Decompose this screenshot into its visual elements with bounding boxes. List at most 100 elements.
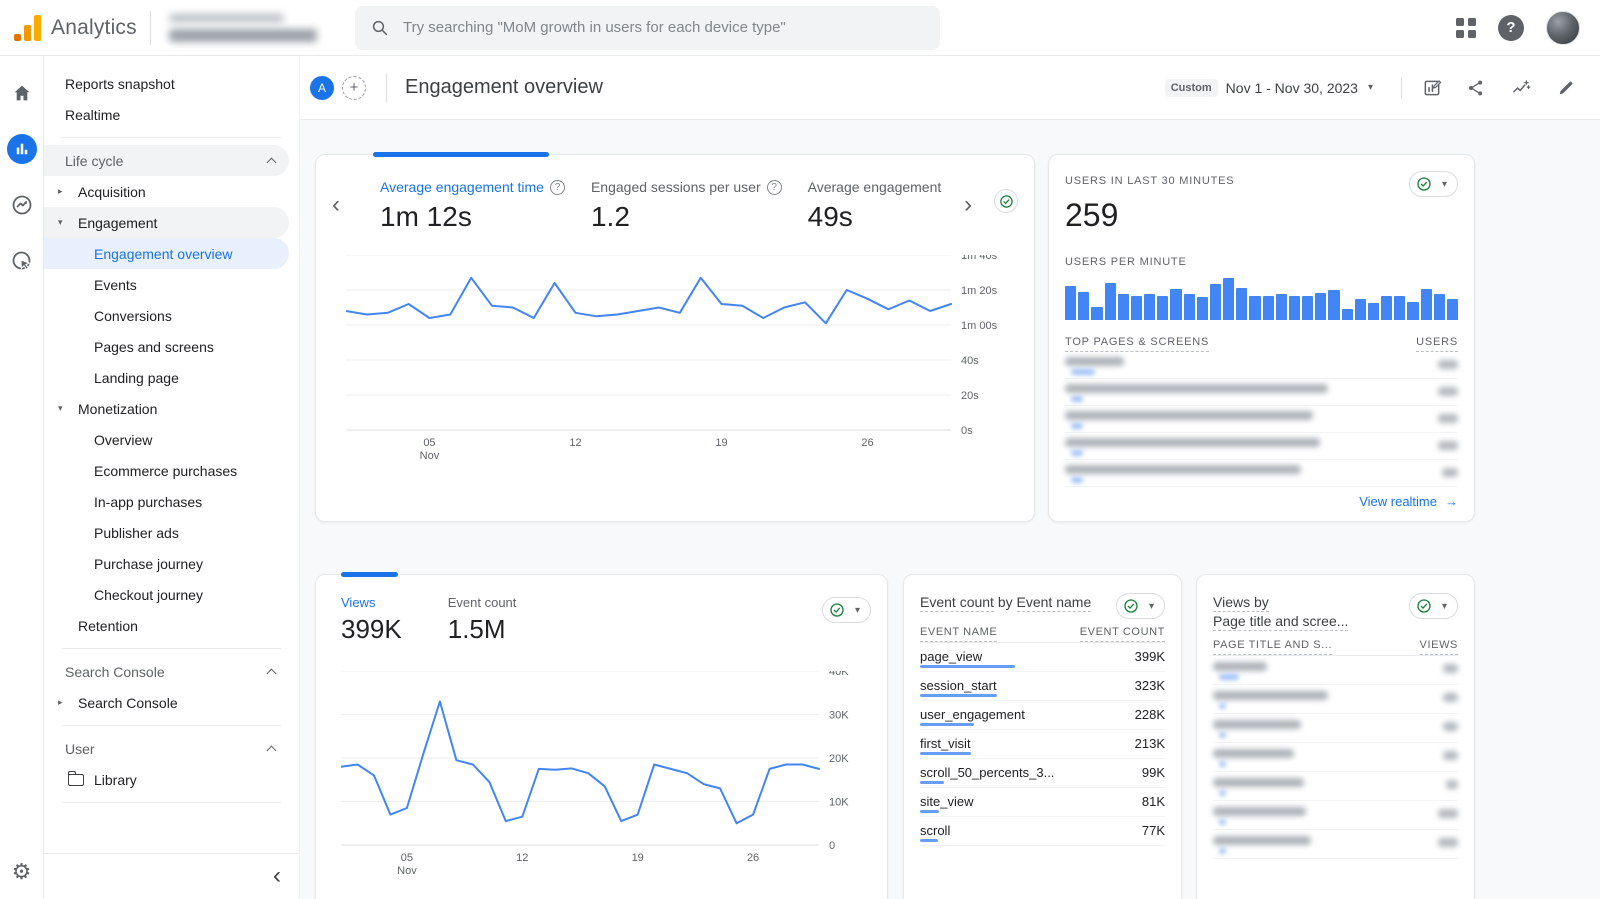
metric-tab-average-engagement[interactable]: Average engagement 49s [782, 179, 974, 233]
sidebar-item-acquisition[interactable]: ▸ Acquisition [44, 176, 289, 207]
sidebar-item-overview[interactable]: Overview [44, 424, 289, 455]
metrics-scroll-right-icon[interactable]: › [964, 191, 972, 218]
date-custom-badge: Custom [1164, 78, 1218, 97]
event-name: session_start [920, 678, 997, 693]
svg-text:20K: 20K [829, 753, 849, 765]
reports-icon[interactable] [6, 134, 37, 164]
chevron-expanded-icon[interactable]: ▾ [58, 403, 63, 413]
chevron-up-icon[interactable] [266, 668, 277, 679]
metrics-scroll-left-icon[interactable]: ‹ [332, 191, 340, 218]
users-per-minute-bar [1302, 295, 1314, 320]
insights-icon[interactable] [1510, 78, 1532, 98]
advertising-icon[interactable] [7, 246, 37, 276]
pages-data-quality-dropdown[interactable]: ▾ [1408, 593, 1458, 619]
google-apps-icon[interactable] [1456, 17, 1476, 38]
chevron-down-icon[interactable]: ▾ [1367, 82, 1373, 93]
edit-pencil-icon[interactable] [1556, 78, 1576, 98]
sidebar-item-library[interactable]: Library [44, 764, 289, 795]
views-by-page-row [1213, 685, 1458, 714]
blurred-page-title [1065, 465, 1301, 474]
sidebar-item-realtime[interactable]: Realtime [44, 99, 289, 130]
blurred-value [1438, 809, 1458, 818]
account-switcher[interactable] [157, 13, 327, 42]
chevron-up-icon[interactable] [266, 745, 277, 756]
svg-text:Nov: Nov [397, 865, 417, 877]
search-input[interactable]: Try searching "MoM growth in users for e… [355, 5, 940, 50]
event-name: user_engagement [920, 707, 1025, 722]
users-per-minute-bar [1420, 289, 1432, 320]
sidebar-item-checkout-journey[interactable]: Checkout journey [44, 579, 289, 610]
svg-text:26: 26 [747, 852, 759, 864]
home-icon[interactable] [7, 78, 37, 108]
help-icon[interactable]: ? [766, 179, 782, 195]
add-comparison-button[interactable]: + [342, 75, 366, 100]
metric-label: Average engagement [807, 179, 942, 195]
sidebar-item-conversions[interactable]: Conversions [44, 300, 289, 331]
chevron-collapsed-icon[interactable]: ▸ [58, 186, 63, 196]
users-last-30min-value: 259 [1065, 197, 1119, 233]
blurred-value [1438, 387, 1458, 396]
chevron-expanded-icon[interactable]: ▾ [58, 217, 63, 227]
view-realtime-link[interactable]: View realtime → [1359, 494, 1458, 509]
share-icon[interactable] [1466, 78, 1486, 98]
sidebar-item-in-app-purchases[interactable]: In-app purchases [44, 486, 289, 517]
arrow-right-icon: → [1445, 494, 1458, 509]
event-count-value: 228K [1134, 707, 1165, 722]
nav-divider [62, 137, 281, 138]
nav-divider [62, 648, 281, 649]
users-per-minute-label: USERS PER MINUTE [1065, 256, 1187, 268]
sidebar-item-purchase-journey[interactable]: Purchase journey [44, 548, 289, 579]
chevron-down-icon: ▾ [1148, 600, 1154, 612]
date-range-selector[interactable]: Nov 1 - Nov 30, 2023 [1225, 79, 1358, 96]
user-avatar[interactable] [1546, 10, 1580, 45]
blurred-value [1443, 693, 1458, 702]
sidebar-item-engagement[interactable]: ▾ Engagement [44, 207, 289, 238]
sidebar-item-pages-and-screens[interactable]: Pages and screens [44, 331, 289, 362]
realtime-data-quality-dropdown[interactable]: ▾ [1408, 171, 1458, 197]
customize-report-icon[interactable] [1422, 78, 1442, 98]
svg-text:10K: 10K [829, 797, 849, 809]
nav-section-label: Life cycle [65, 152, 124, 169]
comparison-chip[interactable]: A [310, 75, 334, 100]
explore-icon[interactable] [7, 190, 37, 220]
nav-section-search-console[interactable]: Search Console [44, 656, 289, 687]
search-placeholder: Try searching "MoM growth in users for e… [403, 19, 786, 36]
sidebar-item-search-console[interactable]: ▸ Search Console [44, 687, 289, 718]
sidebar-item-retention[interactable]: Retention [44, 610, 289, 641]
sidebar-item-ecommerce-purchases[interactable]: Ecommerce purchases [44, 455, 289, 486]
engagement-metrics-card: ‹ Average engagement time ? 1m 12s Engag… [315, 152, 1035, 522]
event-name: page_view [920, 649, 983, 664]
analytics-logo[interactable]: Analytics [0, 14, 150, 41]
metric-tab-average-engagement-time[interactable]: Average engagement time ? 1m 12s [348, 179, 565, 233]
sidebar-item-events[interactable]: Events [44, 269, 289, 300]
blurred-value [1443, 664, 1458, 673]
metric-value: 49s [807, 201, 853, 232]
metric-tab-engaged-sessions-per-user[interactable]: Engaged sessions per user ? 1.2 [565, 179, 782, 233]
chevron-collapsed-icon[interactable]: ▸ [58, 697, 63, 707]
collapse-nav-icon[interactable]: ‹ [273, 862, 281, 889]
svg-text:1m 20s: 1m 20s [961, 285, 998, 297]
sidebar-item-reports-snapshot[interactable]: Reports snapshot [44, 68, 289, 99]
sidebar-item-landing-page[interactable]: Landing page [44, 362, 289, 393]
report-navigation: Reports snapshot Realtime Life cycle ▸ Acqui… [44, 56, 300, 899]
nav-section-life-cycle[interactable]: Life cycle [44, 145, 289, 176]
users-per-minute-bar [1262, 295, 1274, 320]
tab-views[interactable]: Views 399K [341, 595, 402, 645]
admin-gear-icon[interactable]: ⚙ [11, 859, 32, 884]
chevron-up-icon[interactable] [266, 157, 277, 168]
data-quality-icon[interactable] [994, 189, 1018, 213]
nav-section-user[interactable]: User [44, 733, 289, 764]
check-circle-icon [1417, 599, 1431, 613]
sidebar-item-engagement-overview[interactable]: Engagement overview [44, 238, 289, 269]
svg-text:1m 00s: 1m 00s [961, 320, 998, 332]
tab-event-count[interactable]: Event count 1.5M [448, 595, 517, 645]
help-icon[interactable]: ? [549, 179, 565, 195]
views-data-quality-dropdown[interactable]: ▾ [821, 597, 871, 623]
svg-text:0s: 0s [961, 425, 973, 437]
blurred-sub-label [1219, 848, 1227, 854]
help-icon[interactable]: ? [1498, 14, 1524, 41]
sidebar-item-monetization[interactable]: ▾ Monetization [44, 393, 289, 424]
engagement-time-line-chart: 0s 20s 40s 1m 00s 1m 20s 1m 40s 05 Nov 12 19 26 [345, 250, 1021, 469]
sidebar-item-publisher-ads[interactable]: Publisher ads [44, 517, 289, 548]
events-data-quality-dropdown[interactable]: ▾ [1115, 593, 1165, 619]
